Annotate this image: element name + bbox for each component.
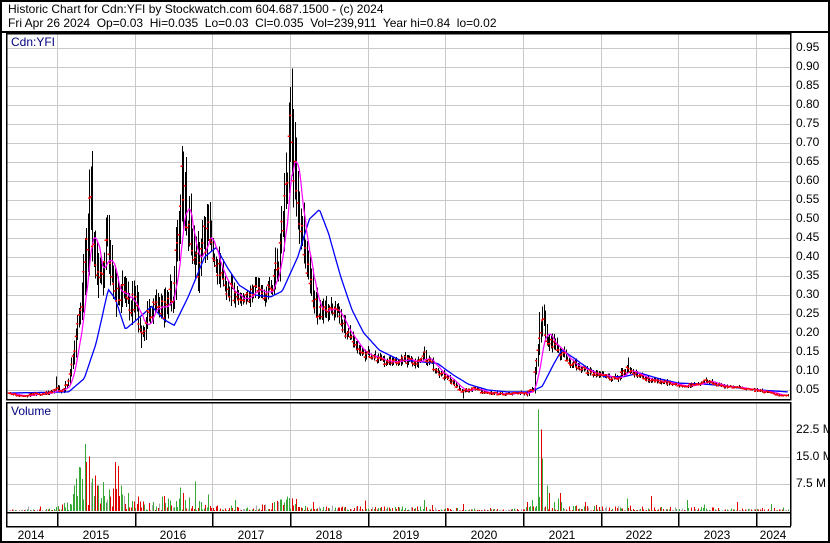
year-label: 2023 [703,528,731,542]
price-axis-tick: 0.35 [796,268,820,282]
price-axis-tick: 0.90 [796,59,820,73]
price-axis-tick: 0.75 [796,116,820,130]
volume-axis-tick: 22.5 M [796,421,830,436]
price-axis-tick: 0.10 [796,363,820,377]
price-axis-tick: 0.60 [796,173,820,187]
price-axis-tick: 0.55 [796,192,820,206]
year-label: 2017 [237,528,265,542]
volume-axis-tick: 7.5 M [796,475,827,490]
price-hilo-bars [9,68,789,399]
price-axis-tick: 0.15 [796,344,820,358]
quote-summary-line: Fri Apr 26 2024 Op=0.03 Hi=0.035 Lo=0.03… [8,15,497,30]
volume-bars-up [14,409,790,511]
chart-title: Historic Chart for Cdn:YFI by Stockwatch… [8,2,384,16]
close-ticks [7,114,789,398]
price-axis-tick: 0.80 [796,97,820,111]
symbol-label: Cdn:YFI [11,35,56,49]
volume-panel-border [5,401,792,514]
price-panel-border [5,32,792,401]
year-label: 2021 [548,528,576,542]
price-axis-tick: 0.85 [796,78,820,92]
price-axis-tick: 0.65 [796,154,820,168]
short-ma-line [8,161,788,397]
price-axis-tick: 0.20 [796,325,820,339]
chart-header: Historic Chart for Cdn:YFI by Stockwatch… [2,2,828,33]
year-label: 2024 [759,528,787,542]
volume-bars-down [9,429,788,511]
price-axis-tick: 0.25 [796,306,820,320]
price-axis-tick: 0.95 [796,40,820,54]
year-tick-strip [5,512,792,528]
year-label: 2015 [82,528,110,542]
price-axis-tick: 0.30 [796,287,820,301]
volume-bars-neutral [8,482,782,511]
volume-panel-label: Volume [11,404,52,418]
year-label: 2014 [17,528,45,542]
year-label: 2018 [315,528,343,542]
volume-axis-tick: 15.0 M [796,448,830,463]
price-axis-tick: 0.40 [796,249,820,263]
price-axis-tick: 0.70 [796,135,820,149]
price-axis-tick: 0.45 [796,230,820,244]
price-axis-tick: 0.50 [796,211,820,225]
year-label: 2019 [392,528,420,542]
long-ma-line [8,209,788,394]
year-label: 2020 [470,528,498,542]
price-axis-tick: 0.05 [796,382,820,396]
year-label: 2022 [625,528,653,542]
year-label: 2016 [159,528,187,542]
